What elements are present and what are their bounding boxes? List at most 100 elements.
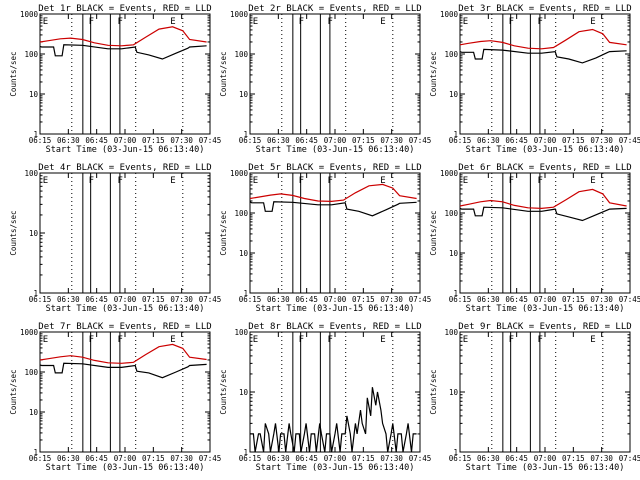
interval-marker: F <box>89 335 94 345</box>
y-tick-label: 1000 <box>230 169 249 178</box>
lld-series-line <box>459 28 627 50</box>
y-axis-label: Counts/sec <box>9 51 18 96</box>
y-axis-label: Counts/sec <box>219 369 228 414</box>
panel-title: Det 9r BLACK = Events, RED = LLD <box>458 322 631 332</box>
interval-marker: F <box>89 176 94 186</box>
x-tick-label: 07:15 <box>562 454 585 463</box>
plot-frame <box>459 13 631 135</box>
interval-marker: E <box>170 335 175 345</box>
x-tick-label: 07:45 <box>619 454 640 463</box>
x-tick-label: 06:45 <box>295 295 318 304</box>
panel-3: Det 3r BLACK = Events, RED = LLD 1 10 100 10… <box>429 4 640 155</box>
y-tick-label: 100 <box>234 209 248 218</box>
lld-series-line <box>39 343 207 364</box>
panel-1: Det 1r BLACK = Events, RED = LLD 1 10 100 10… <box>9 4 221 155</box>
lld-series-line <box>249 183 417 203</box>
x-tick-label: 06:30 <box>267 136 290 145</box>
x-tick-label: 06:45 <box>85 454 108 463</box>
panel-6: Det 6r BLACK = Events, RED = LLD 1 10 100 10… <box>429 163 640 314</box>
y-tick-label: 10 <box>239 388 249 397</box>
y-tick-label: 1000 <box>20 328 39 337</box>
x-tick-label: 07:30 <box>380 295 403 304</box>
x-tick-label: 07:00 <box>324 454 347 463</box>
interval-marker: E <box>253 335 258 345</box>
interval-marker: F <box>538 335 543 345</box>
y-tick-label: 1 <box>453 448 458 457</box>
y-tick-label: 1000 <box>20 10 39 19</box>
y-axis-label: Counts/sec <box>219 210 228 255</box>
y-tick-label: 1 <box>453 289 458 298</box>
x-tick-label: 07:00 <box>324 136 347 145</box>
interval-marker: E <box>380 176 385 186</box>
x-axis-label: Start Time (03-Jun-15 06:13:40) <box>256 463 415 473</box>
panel-title: Det 8r BLACK = Events, RED = LLD <box>248 322 421 332</box>
events-series-line <box>249 201 417 217</box>
x-tick-label: 06:30 <box>477 136 500 145</box>
plot-frame <box>459 172 631 294</box>
interval-marker: E <box>463 176 468 186</box>
y-tick-label: 10 <box>29 408 39 417</box>
x-axis-label: Start Time (03-Jun-15 06:13:40) <box>466 145 625 155</box>
interval-marker: F <box>509 176 514 186</box>
x-tick-label: 07:45 <box>199 295 222 304</box>
y-tick-label: 100 <box>24 169 38 178</box>
interval-marker: F <box>299 17 304 27</box>
x-tick-label: 07:00 <box>534 136 557 145</box>
panel-8: Det 8r BLACK = Events, RED = LLD 1 10 100 06… <box>219 322 431 473</box>
x-tick-label: 07:15 <box>142 454 165 463</box>
x-tick-label: 06:30 <box>267 295 290 304</box>
interval-marker: F <box>299 335 304 345</box>
x-tick-label: 07:45 <box>409 295 432 304</box>
x-tick-label: 07:15 <box>562 136 585 145</box>
y-tick-label: 1 <box>243 289 248 298</box>
events-series-line <box>459 206 627 222</box>
y-axis-label: Counts/sec <box>429 369 438 414</box>
x-tick-label: 07:30 <box>380 136 403 145</box>
x-tick-label: 06:45 <box>505 454 528 463</box>
y-tick-label: 10 <box>29 90 39 99</box>
x-axis-label: Start Time (03-Jun-15 06:13:40) <box>46 145 205 155</box>
y-tick-label: 1 <box>33 289 38 298</box>
x-axis-label: Start Time (03-Jun-15 06:13:40) <box>256 304 415 314</box>
interval-marker: F <box>299 176 304 186</box>
y-tick-label: 1000 <box>440 169 459 178</box>
interval-marker: E <box>43 17 48 27</box>
lld-series-line <box>39 26 207 47</box>
interval-marker: E <box>43 335 48 345</box>
x-axis-label: Start Time (03-Jun-15 06:13:40) <box>46 463 205 473</box>
events-series-line <box>250 387 417 453</box>
panel-title: Det 2r BLACK = Events, RED = LLD <box>248 4 421 14</box>
y-tick-label: 100 <box>24 50 38 59</box>
panel-title: Det 4r BLACK = Events, RED = LLD <box>38 163 211 173</box>
interval-marker: E <box>253 176 258 186</box>
x-tick-label: 07:30 <box>170 295 193 304</box>
interval-marker: F <box>118 335 123 345</box>
x-tick-label: 06:15 <box>239 295 262 304</box>
interval-marker: E <box>380 17 385 27</box>
events-series-line <box>39 44 207 60</box>
x-tick-label: 06:30 <box>57 136 80 145</box>
y-axis-label: Counts/sec <box>9 210 18 255</box>
x-tick-label: 07:15 <box>142 136 165 145</box>
x-tick-label: 07:30 <box>170 454 193 463</box>
x-tick-label: 07:15 <box>352 454 375 463</box>
interval-marker: F <box>509 335 514 345</box>
y-tick-label: 1 <box>243 448 248 457</box>
x-tick-label: 06:30 <box>477 454 500 463</box>
y-axis-label: Counts/sec <box>219 51 228 96</box>
x-tick-label: 06:30 <box>57 295 80 304</box>
interval-marker: E <box>463 17 468 27</box>
panel-9: Det 9r BLACK = Events, RED = LLD 1 10 100 06… <box>429 322 640 473</box>
interval-marker: E <box>43 176 48 186</box>
x-tick-label: 07:30 <box>380 454 403 463</box>
x-tick-label: 06:15 <box>449 295 472 304</box>
interval-marker: E <box>170 17 175 27</box>
x-tick-label: 06:45 <box>295 454 318 463</box>
x-tick-label: 07:15 <box>352 295 375 304</box>
x-tick-label: 07:45 <box>409 136 432 145</box>
y-axis-label: Counts/sec <box>9 369 18 414</box>
x-tick-label: 07:00 <box>114 136 137 145</box>
x-tick-label: 06:45 <box>295 136 318 145</box>
y-tick-label: 100 <box>234 50 248 59</box>
y-tick-label: 10 <box>239 90 249 99</box>
